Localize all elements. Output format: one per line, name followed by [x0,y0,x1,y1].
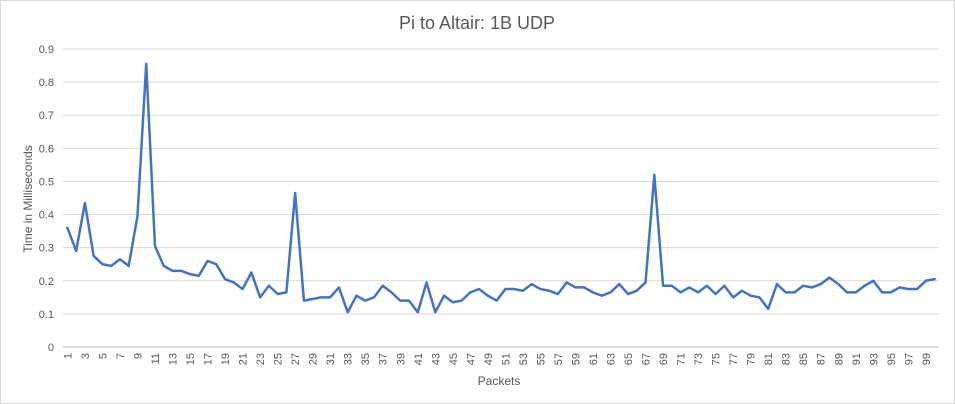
x-tick-label: 67 [641,353,653,365]
x-tick-label: 69 [658,353,670,365]
x-tick-label: 45 [448,353,460,365]
x-tick-label: 59 [570,353,582,365]
x-axis-title: Packets [478,374,521,388]
x-tick-label: 79 [746,353,758,365]
x-tick-label: 99 [921,353,933,365]
x-tick-label: 33 [343,353,355,365]
x-tick-label: 73 [693,353,705,365]
x-tick-label: 47 [465,353,477,365]
series-line [66,62,936,314]
x-tick-label: 25 [273,353,285,365]
x-tick-label: 53 [518,353,530,365]
y-tick-label: 0.5 [39,176,54,188]
y-tick-label: 0 [48,342,54,354]
y-tick-label: 0.3 [39,243,54,255]
y-tick-label: 0.7 [39,110,54,122]
x-tick-label: 11 [150,353,162,364]
x-tick-label: 93 [868,353,880,365]
x-tick-label: 65 [623,353,635,365]
x-axis-tick-labels: 1 3 5 7 9 11 13 15 17 19 21 23 25 27 29 31 33 35 37 39 41 43 4… [62,353,932,365]
y-tick-label: 0.9 [39,44,54,56]
x-tick-label: 91 [851,353,863,365]
x-tick-label: 71 [676,353,688,365]
x-tick-label: 13 [168,353,180,365]
x-tick-label: 39 [395,353,407,365]
x-tick-label: 87 [816,353,828,365]
x-tick-label: 43 [430,353,442,365]
x-tick-label: 95 [886,353,898,365]
x-tick-label: 49 [483,353,495,365]
y-tick-label: 0.4 [39,210,54,222]
y-tick-label: 0.8 [39,77,54,89]
x-tick-label: 21 [238,353,250,365]
x-tick-label: 1 [62,353,74,359]
x-tick-label: 17 [203,353,215,365]
x-tick-label: 37 [378,353,390,365]
x-tick-label: 23 [255,353,267,365]
x-tick-label: 9 [132,353,144,359]
x-tick-label: 15 [185,353,197,365]
x-tick-label: 85 [798,353,810,365]
x-tick-label: 75 [711,353,723,365]
x-tick-label: 7 [115,353,127,359]
y-tick-label: 0.6 [39,143,54,155]
x-tick-label: 31 [325,353,337,365]
x-tick-label: 51 [500,353,512,365]
x-tick-label: 55 [535,353,547,365]
x-tick-label: 41 [413,353,425,365]
x-tick-label: 19 [220,353,232,365]
x-tick-label: 3 [80,353,92,359]
chart-title: Pi to Altair: 1B UDP [399,13,555,33]
x-tick-label: 97 [903,353,915,365]
x-tick-label: 83 [781,353,793,365]
x-tick-label: 63 [606,353,618,365]
x-tick-label: 27 [290,353,302,365]
y-tick-label: 0.1 [39,309,54,321]
x-tick-label: 57 [553,353,565,365]
gridlines [63,48,939,348]
x-tick-label: 89 [833,353,845,365]
x-tick-label: 29 [308,353,320,365]
x-tick-label: 61 [588,353,600,365]
y-tick-label: 0.2 [39,276,54,288]
x-tick-label: 77 [728,353,740,365]
x-tick-label: 5 [97,353,109,359]
series-layer [66,62,936,314]
x-tick-label: 35 [360,353,372,365]
y-axis-title: Time in Milliseconds [21,145,35,253]
x-tick-label: 81 [763,353,775,365]
y-axis-tick-labels: 0 0.1 0.2 0.3 0.4 0.5 0.6 0.7 0.8 0.9 [39,44,54,354]
